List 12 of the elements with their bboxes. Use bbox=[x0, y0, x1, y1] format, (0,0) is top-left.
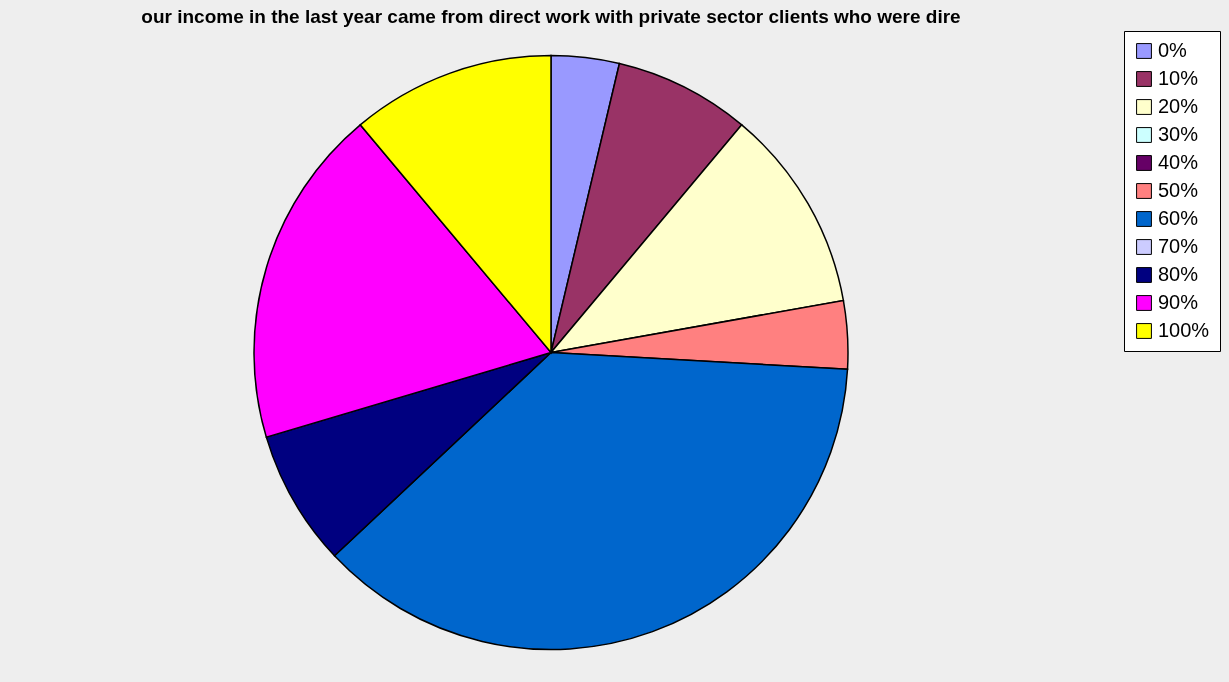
legend-label: 40% bbox=[1158, 151, 1199, 173]
legend-label: 30% bbox=[1158, 123, 1199, 145]
legend-label: 0% bbox=[1158, 39, 1188, 61]
legend-label: 100% bbox=[1158, 319, 1210, 341]
legend-label: 60% bbox=[1158, 207, 1199, 229]
legend-label: 20% bbox=[1158, 95, 1199, 117]
legend-label: 70% bbox=[1158, 235, 1199, 257]
legend-label: 10% bbox=[1158, 67, 1199, 89]
legend-label: 50% bbox=[1158, 179, 1199, 201]
chart-title: our income in the last year came from direct work with private sector clients who were dire bbox=[141, 6, 961, 27]
legend-label: 80% bbox=[1158, 263, 1199, 285]
legend-label: 90% bbox=[1158, 291, 1199, 313]
